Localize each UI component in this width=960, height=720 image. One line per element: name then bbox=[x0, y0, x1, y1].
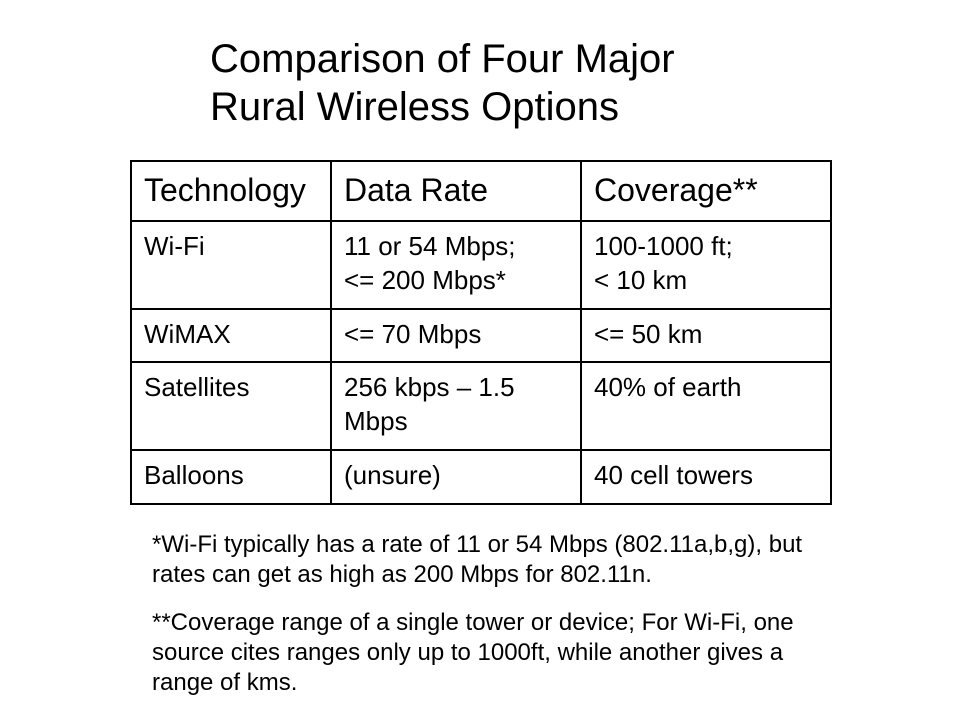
cell-coverage: 100-1000 ft; < 10 km bbox=[581, 221, 831, 309]
footnote-1: *Wi-Fi typically has a rate of 11 or 54 … bbox=[152, 530, 812, 590]
cell-tech: Satellites bbox=[131, 362, 331, 450]
comparison-table: Technology Data Rate Coverage** Wi-Fi 11… bbox=[130, 160, 832, 505]
footnote-2: **Coverage range of a single tower or de… bbox=[152, 608, 812, 698]
cell-tech: Balloons bbox=[131, 450, 331, 504]
cell-coverage: <= 50 km bbox=[581, 309, 831, 363]
table-row: Wi-Fi 11 or 54 Mbps; <= 200 Mbps* 100-10… bbox=[131, 221, 831, 309]
cell-tech: Wi-Fi bbox=[131, 221, 331, 309]
page-title: Comparison of Four Major Rural Wireless … bbox=[210, 35, 675, 131]
cell-rate: 256 kbps – 1.5 Mbps bbox=[331, 362, 581, 450]
cell-coverage: 40% of earth bbox=[581, 362, 831, 450]
footnotes: *Wi-Fi typically has a rate of 11 or 54 … bbox=[152, 530, 812, 716]
table-header-row: Technology Data Rate Coverage** bbox=[131, 161, 831, 221]
col-header-data-rate: Data Rate bbox=[331, 161, 581, 221]
cell-rate: (unsure) bbox=[331, 450, 581, 504]
cell-coverage: 40 cell towers bbox=[581, 450, 831, 504]
cell-rate: 11 or 54 Mbps; <= 200 Mbps* bbox=[331, 221, 581, 309]
cell-rate: <= 70 Mbps bbox=[331, 309, 581, 363]
table-row: Satellites 256 kbps – 1.5 Mbps 40% of ea… bbox=[131, 362, 831, 450]
col-header-technology: Technology bbox=[131, 161, 331, 221]
col-header-coverage: Coverage** bbox=[581, 161, 831, 221]
table-row: WiMAX <= 70 Mbps <= 50 km bbox=[131, 309, 831, 363]
slide-page: Comparison of Four Major Rural Wireless … bbox=[0, 0, 960, 720]
cell-tech: WiMAX bbox=[131, 309, 331, 363]
table-row: Balloons (unsure) 40 cell towers bbox=[131, 450, 831, 504]
